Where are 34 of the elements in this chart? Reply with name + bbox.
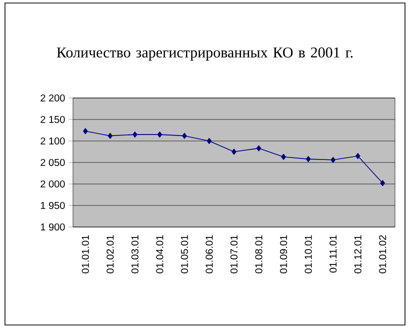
y-tick-label: 2 100 <box>40 137 65 145</box>
x-tick-label: 01.11.01 <box>330 235 337 273</box>
y-tick-label: 2 000 <box>40 180 65 188</box>
y-tick-label: 1 950 <box>40 202 65 210</box>
point <box>281 154 286 160</box>
chart-title: Количество зарегистрированных КО в 2001 г. <box>56 47 353 61</box>
point <box>330 156 336 163</box>
y-tick-label: 2 050 <box>40 158 65 166</box>
x-tick-label: 01.01.01 <box>82 235 89 274</box>
y-tick-label: 1 900 <box>40 223 65 231</box>
point <box>182 132 187 139</box>
x-tick-label: 01.01.02 <box>379 235 386 274</box>
point <box>232 148 236 155</box>
x-tick-label: 01.05.01 <box>180 235 188 274</box>
x-tick-label: 01.09.01 <box>280 235 288 274</box>
point <box>132 132 138 138</box>
point <box>206 138 212 144</box>
x-tick-label: 01.10.01 <box>304 235 312 274</box>
x-tick-label: 01.02.01 <box>106 235 114 274</box>
x-tick-label: 01.08.01 <box>255 235 262 274</box>
point <box>380 180 385 186</box>
y-tick-label: 2 200 <box>40 94 65 102</box>
point <box>256 145 262 152</box>
x-tick-label: 01.12.01 <box>354 235 362 274</box>
point <box>83 128 88 134</box>
point <box>108 132 113 139</box>
x-tick-label: 01.03.01 <box>131 235 138 274</box>
point <box>306 156 311 162</box>
y-tick-label: 2 150 <box>40 116 65 124</box>
x-tick-label: 01.06.01 <box>206 235 213 274</box>
x-tick-label: 01.07.01 <box>230 235 238 274</box>
point <box>157 132 162 138</box>
point <box>355 153 360 160</box>
x-tick-label: 01.04.01 <box>156 235 164 274</box>
